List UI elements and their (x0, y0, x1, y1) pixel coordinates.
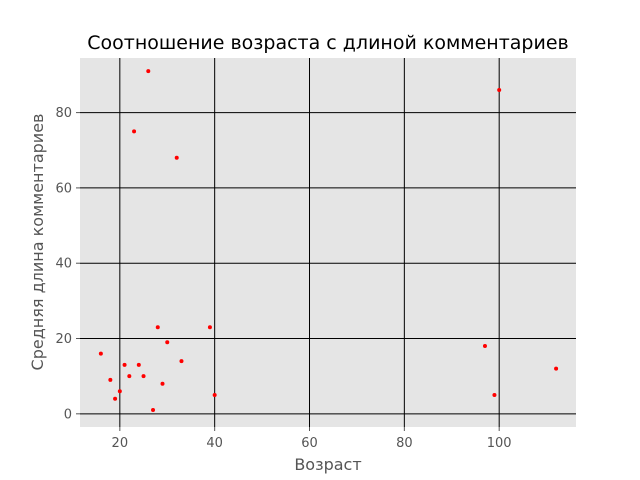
data-point (108, 377, 113, 382)
y-tick-label: 20 (55, 332, 72, 347)
data-point (207, 325, 212, 330)
data-point (492, 392, 497, 397)
data-point (165, 340, 170, 345)
data-point (122, 362, 127, 367)
y-tick-label: 60 (55, 181, 72, 196)
data-point (554, 366, 559, 371)
x-tick-label: 80 (396, 436, 413, 451)
data-point (174, 155, 179, 160)
data-point (160, 381, 165, 386)
data-point (127, 374, 132, 379)
data-point (212, 392, 217, 397)
data-point (98, 351, 103, 356)
data-point (136, 362, 141, 367)
data-point (482, 344, 487, 349)
grid-lines (80, 58, 576, 427)
data-point (497, 88, 502, 93)
data-points (98, 69, 559, 413)
y-tick-label: 40 (55, 257, 72, 272)
x-tick-label: 100 (487, 436, 512, 451)
y-axis-label: Средняя длина комментариев (28, 114, 47, 371)
data-point (179, 359, 184, 364)
chart-title: Соотношение возраста с длиной комментари… (87, 32, 568, 54)
y-tick-label: 0 (64, 407, 72, 422)
plot-area (80, 58, 576, 427)
data-point (132, 129, 137, 134)
x-tick-label: 20 (112, 436, 129, 451)
data-point (146, 69, 151, 74)
data-point (117, 389, 122, 394)
axis-ticks: 20 40 60 80 100 0 20 40 60 80 (55, 106, 511, 451)
x-axis-label: Возраст (294, 455, 361, 474)
x-tick-label: 60 (301, 436, 318, 451)
data-point (113, 396, 118, 401)
y-tick-label: 80 (55, 106, 72, 121)
data-point (141, 374, 146, 379)
data-point (155, 325, 160, 330)
x-tick-label: 40 (206, 436, 223, 451)
data-point (151, 408, 156, 413)
